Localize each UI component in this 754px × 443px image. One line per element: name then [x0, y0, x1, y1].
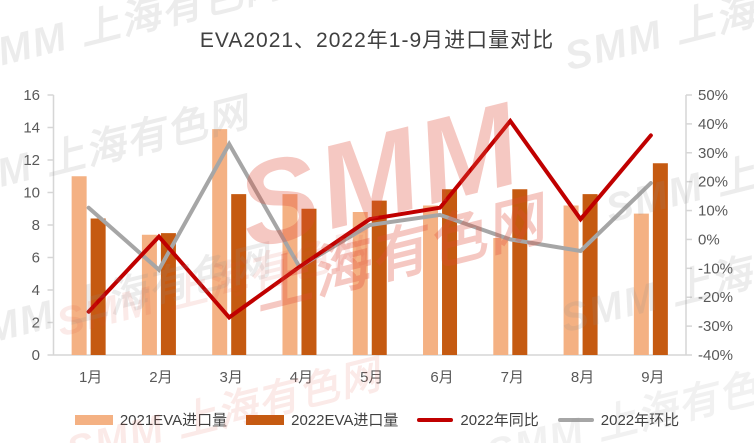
x-axis-category-label: 4月 — [290, 369, 313, 386]
bar-2021EVA进口量-8月 — [563, 205, 579, 355]
right-axis-tick-label: 20% — [698, 174, 728, 191]
legend-item-yoy: 2022年同比 — [417, 409, 539, 430]
x-axis-category-label: 7月 — [501, 369, 524, 386]
line-2022年环比 — [86, 140, 653, 273]
bar-2021EVA进口量-5月 — [352, 212, 368, 355]
bar-2021EVA进口量-6月 — [423, 205, 439, 355]
bar-2022EVA进口量-8月 — [582, 194, 598, 355]
bar-2021EVA进口量-1月 — [71, 176, 87, 355]
x-axis-category-label: 9月 — [641, 369, 664, 386]
bar-2021EVA进口量-7月 — [493, 238, 509, 355]
right-axis-tick-label: 30% — [698, 145, 728, 162]
legend-swatch-2022-bar-icon — [246, 414, 285, 425]
bar-2022EVA进口量-4月 — [301, 208, 317, 355]
chart-title: EVA2021、2022年1-9月进口量对比 — [199, 29, 555, 52]
bar-2021EVA进口量-9月 — [633, 213, 649, 355]
right-axis-tick-label: -30% — [698, 318, 733, 335]
legend-swatch-2021-bar-icon — [74, 414, 113, 425]
legend-label: 2022EVA进口量 — [291, 412, 399, 429]
legend-label: 2021EVA进口量 — [119, 412, 228, 429]
left-axis-tick-label: 2 — [32, 315, 40, 332]
legend-item-2022-imports: 2022EVA进口量 — [246, 409, 398, 430]
legend-label: 2022年环比 — [600, 412, 680, 429]
x-axis-category-label: 3月 — [220, 369, 243, 386]
bar-2022EVA进口量-6月 — [442, 189, 458, 355]
bar-2022EVA进口量-9月 — [652, 163, 668, 355]
right-axis-tick-label: -20% — [698, 289, 733, 306]
x-axis-category-label: 5月 — [360, 369, 383, 386]
right-axis-tick-label: 50% — [698, 87, 728, 104]
x-axis-category-label: 1月 — [79, 369, 102, 386]
x-axis-category-label: 8月 — [571, 369, 594, 386]
right-axis-tick-label: 40% — [698, 116, 728, 133]
left-axis-tick-label: 14 — [23, 120, 40, 137]
chart-legend: 2021EVA进口量 2022EVA进口量 2022年同比 2022年环比 — [0, 409, 754, 430]
bar-2022EVA进口量-3月 — [231, 194, 247, 355]
legend-item-2021-imports: 2021EVA进口量 — [74, 409, 228, 430]
legend-item-mom: 2022年环比 — [557, 409, 680, 430]
bar-2022EVA进口量-5月 — [371, 200, 387, 355]
right-axis-tick-label: -10% — [698, 260, 733, 277]
chart-canvas: 0 2 4 6 8 10 12 14 16 50% 40% 30% 20% 10% 0% -10% -20% -3… — [23, 87, 733, 386]
bar-2021EVA进口量-3月 — [212, 129, 228, 355]
left-axis-tick-label: 4 — [32, 282, 40, 299]
line-2022年同比 — [86, 117, 653, 321]
legend-label: 2022年同比 — [460, 412, 539, 429]
left-axis-tick-label: 12 — [23, 152, 40, 169]
left-axis-tick-label: 8 — [32, 217, 40, 234]
x-axis-category-label: 2月 — [149, 369, 172, 386]
bar-2022EVA进口量-7月 — [512, 189, 528, 355]
right-axis-tick-label: -40% — [698, 347, 733, 364]
right-axis-tick-label: 10% — [698, 203, 728, 220]
x-axis-category-label: 6月 — [430, 369, 453, 386]
left-axis-tick-label: 16 — [23, 87, 40, 104]
left-axis-tick-label: 10 — [23, 185, 40, 202]
right-axis-tick-label: 0% — [698, 231, 720, 248]
legend-swatch-yoy-line-icon — [417, 417, 454, 422]
left-axis-tick-label: 6 — [32, 250, 40, 267]
bar-2022EVA进口量-1月 — [90, 218, 106, 355]
legend-swatch-mom-line-icon — [557, 417, 594, 422]
left-axis-tick-label: 0 — [32, 347, 40, 364]
